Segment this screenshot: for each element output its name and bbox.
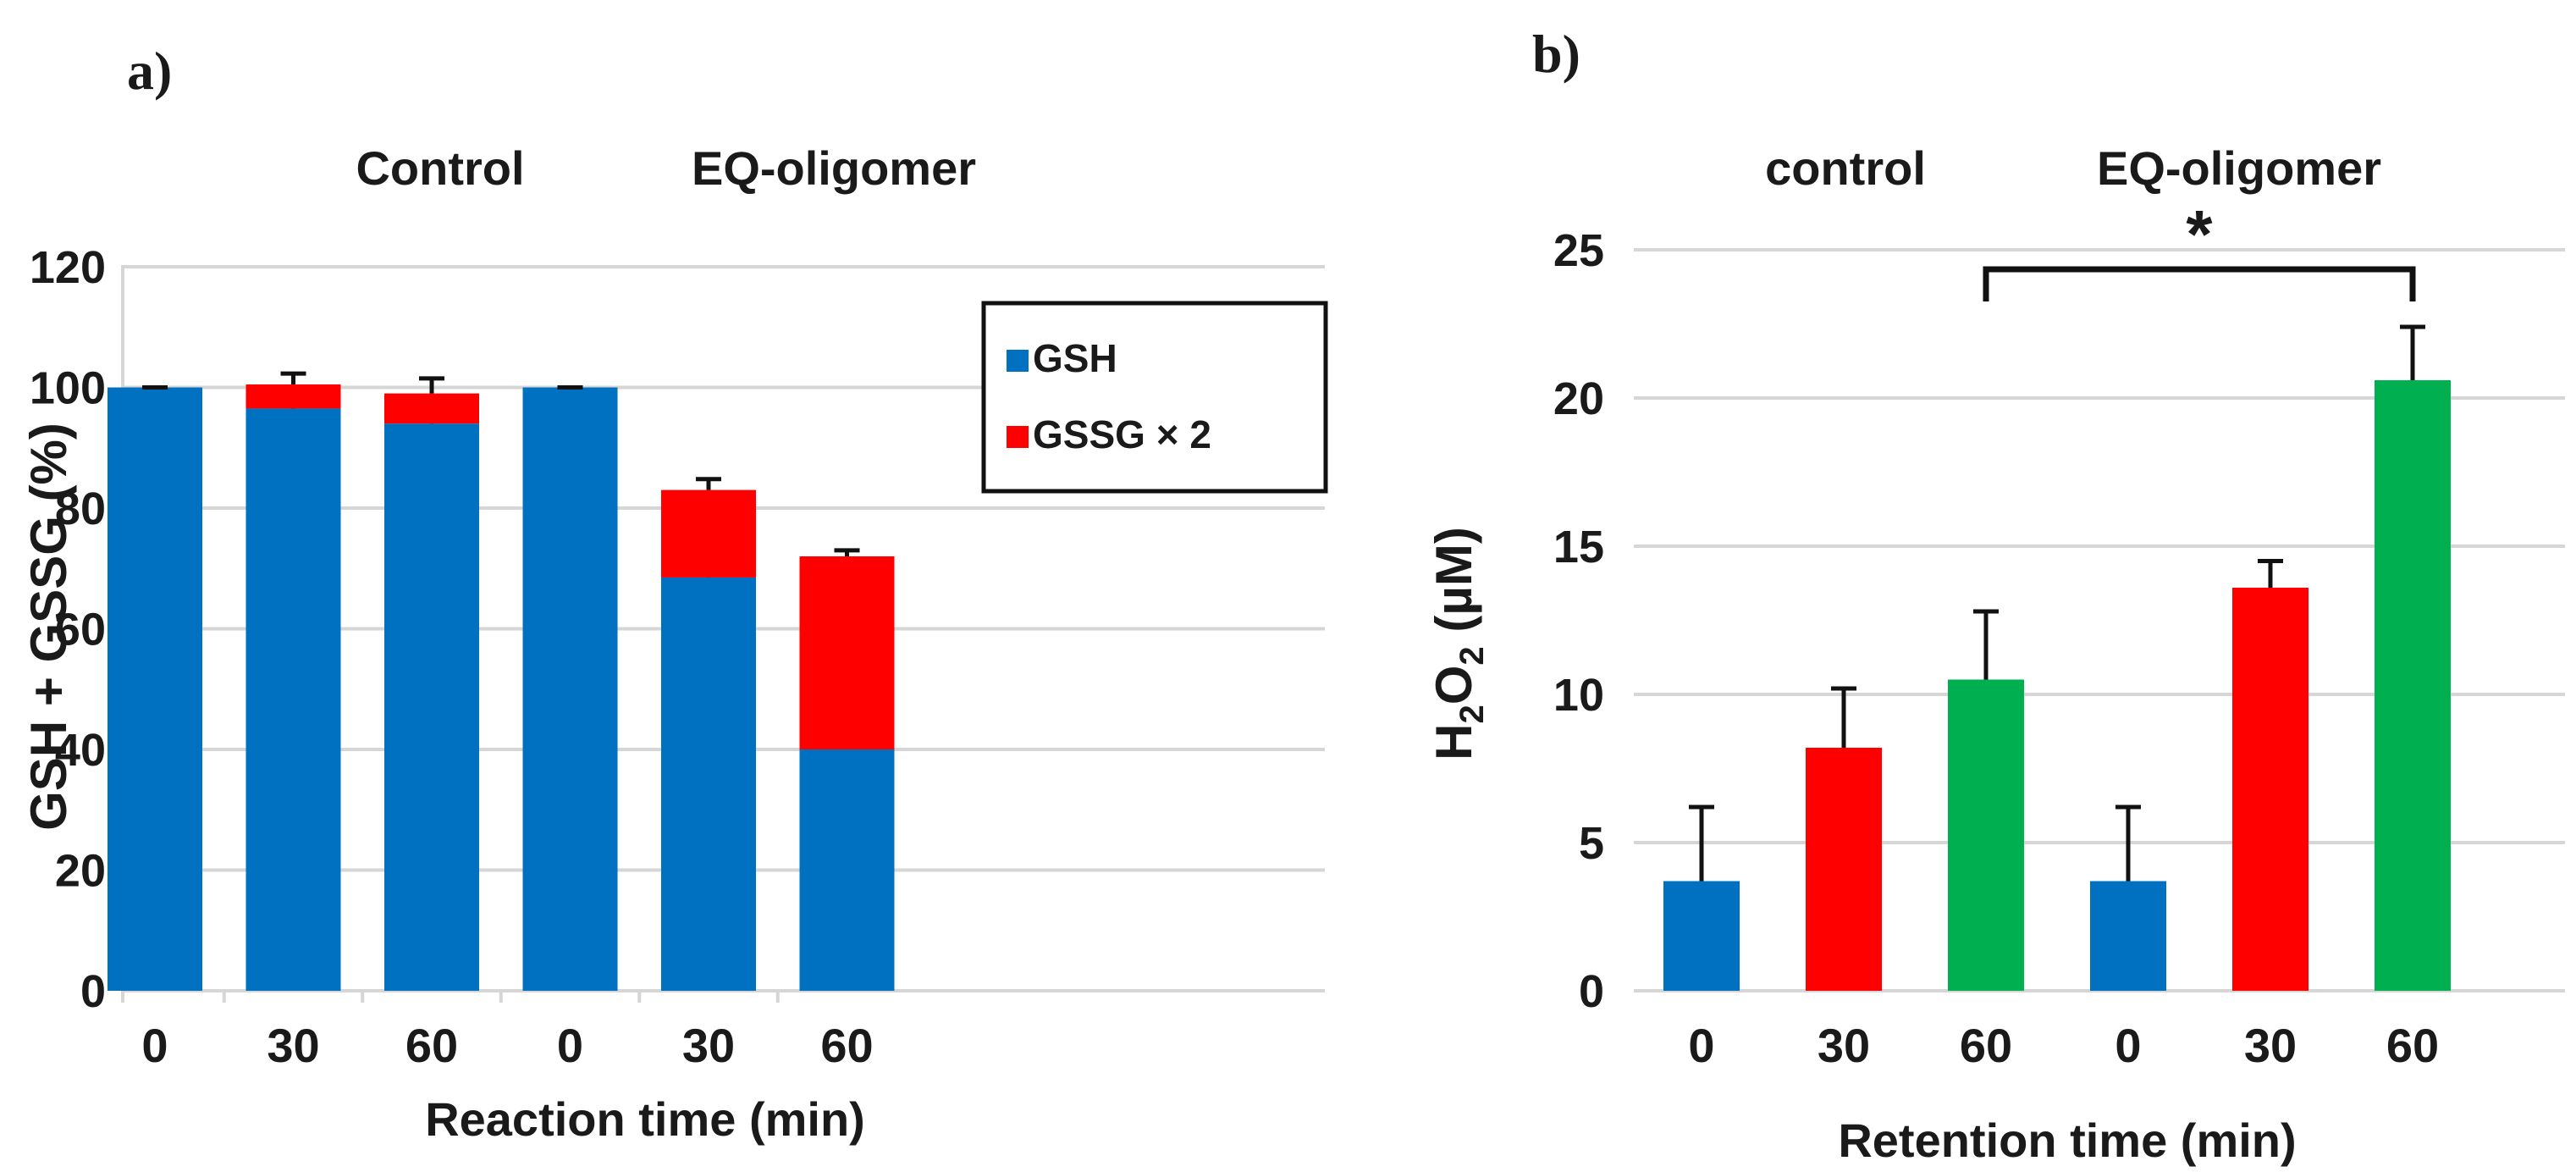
panel-b-bar <box>2232 588 2308 991</box>
panel-a-y-tick-label: 120 <box>30 242 106 293</box>
panel-a-error-bar <box>280 371 306 384</box>
panel-b-y-tick-label: 20 <box>1553 373 1604 424</box>
panel-b-y-tick-label: 10 <box>1553 670 1604 721</box>
panel-b-y-tick-label: 15 <box>1553 522 1604 572</box>
panel-b-error-bar <box>1973 609 1999 680</box>
panel-b-significance-star: * <box>2186 196 2213 272</box>
panel-b-x-tick-label: 60 <box>2386 1019 2439 1072</box>
panel-b-bar <box>1806 748 1882 991</box>
panel-b-error-bar <box>1831 686 1856 748</box>
panel-a-chart: a) Control EQ-oligomer GSH + GSSG (%) Re… <box>20 41 1328 1146</box>
panel-b-label: b) <box>1532 24 1580 84</box>
panel-a-group-label-eq-oligomer: EQ-oligomer <box>692 141 976 195</box>
panel-a-group-label-control: Control <box>356 141 524 195</box>
panel-a-y-axis-title: GSH + GSSG (%) <box>20 423 77 831</box>
panel-b-bar <box>2375 380 2451 991</box>
panel-a-x-tick-label: 60 <box>405 1019 458 1072</box>
panel-b-group-label-eq-oligomer: EQ-oligomer <box>2097 141 2381 195</box>
panel-b-error-bar <box>2115 804 2141 882</box>
panel-b-y-tick-label: 5 <box>1579 818 1604 869</box>
ylabel-part-o: O <box>1426 666 1482 705</box>
panel-a-bar-gsh <box>522 387 618 991</box>
panel-a-legend-label-gssg: GSSG × 2 <box>1033 412 1211 456</box>
panel-a-error-bar <box>696 477 721 490</box>
panel-b-group-label-control: control <box>1765 141 1926 195</box>
panel-b-x-tick-label: 30 <box>2244 1019 2297 1072</box>
panel-a-y-tick-label: 80 <box>55 484 106 534</box>
ylabel-part-unit: (µM) <box>1426 527 1482 646</box>
panel-b-bar <box>2090 881 2166 991</box>
panel-a-x-tick-label: 30 <box>682 1019 735 1072</box>
panel-b-chart: b) control EQ-oligomer H2O2 (µM) Retenti… <box>1426 24 2565 1167</box>
panel-b-error-bar <box>2400 324 2425 380</box>
panel-a-error-bar <box>834 548 860 556</box>
panel-a-bar-gssg <box>245 384 341 409</box>
panel-a-y-tick-label: 0 <box>80 966 106 1017</box>
panel-a-bar-gsh <box>108 387 202 991</box>
panel-b-x-tick-label: 60 <box>1960 1019 2012 1072</box>
panel-a-y-tick-label: 100 <box>30 363 106 414</box>
panel-a-x-tick-label: 0 <box>141 1019 168 1072</box>
ylabel-part-h: H <box>1426 724 1482 760</box>
panel-a-legend-swatch-gsh <box>1007 350 1029 372</box>
panel-a-x-axis-title: Reaction time (min) <box>425 1092 865 1146</box>
panel-a-x-tick-label: 60 <box>820 1019 873 1072</box>
panel-b-bar <box>1948 679 2024 991</box>
ylabel-part-sub-2b: 2 <box>1453 646 1491 665</box>
panel-a-bar-gssg <box>799 556 895 749</box>
panel-a-x-tick-label: 30 <box>267 1019 319 1072</box>
panel-b-x-tick-label: 0 <box>2115 1019 2141 1072</box>
panel-a-error-bar <box>419 376 444 394</box>
panel-b-y-tick-label: 0 <box>1579 966 1604 1017</box>
panel-a-x-tick-label: 0 <box>557 1019 583 1072</box>
panel-b-y-tick-label: 25 <box>1553 225 1604 276</box>
panel-a-legend-label-gsh: GSH <box>1033 336 1117 380</box>
panel-b-x-axis-title: Retention time (min) <box>1838 1114 2296 1167</box>
panel-a-bar-gsh <box>245 408 341 991</box>
panel-b-x-tick-label: 30 <box>1818 1019 1870 1072</box>
panel-a-bar-gssg <box>384 393 479 424</box>
panel-a-y-tick-label: 20 <box>55 846 106 897</box>
panel-a-label: a) <box>127 41 172 101</box>
panel-a-bar-gsh <box>661 577 756 991</box>
panel-a-legend-box <box>981 301 1328 494</box>
panel-b-significance-bracket <box>1983 266 2416 301</box>
panel-a-y-tick-label: 60 <box>55 605 106 655</box>
panel-b-error-bar <box>2258 559 2283 588</box>
panel-a-legend-swatch-gssg <box>1007 426 1029 448</box>
ylabel-part-sub-2a: 2 <box>1453 705 1491 723</box>
panel-a-bar-gsh <box>799 749 895 991</box>
panel-a-y-tick-label: 40 <box>55 725 106 776</box>
panel-a-bar-gssg <box>661 489 756 578</box>
panel-b-x-tick-label: 0 <box>1688 1019 1714 1072</box>
panel-a-legend: GSH GSSG × 2 <box>981 301 1328 494</box>
panel-b-bar <box>1663 881 1740 991</box>
panel-b-error-bar <box>1689 804 1714 882</box>
panel-b-y-axis-title: H2O2 (µM) <box>1426 527 1491 760</box>
panel-a-bar-gsh <box>384 423 479 991</box>
